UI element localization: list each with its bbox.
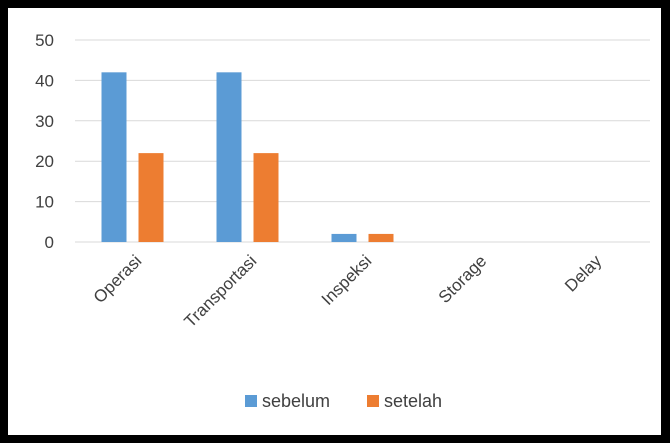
y-tick-label-0: 0 [45, 233, 54, 252]
y-tick-label-20: 20 [35, 152, 54, 171]
legend-label-setelah: setelah [384, 391, 442, 411]
legend-swatch-sebelum [245, 395, 257, 407]
x-category-label-inspeksi: Inspeksi [318, 251, 376, 309]
y-tick-label-30: 30 [35, 112, 54, 131]
x-axis-categories: Operasi Transportasi Inspeksi Storage Delay [90, 251, 606, 331]
bar-sebelum-inspeksi [331, 233, 357, 242]
y-tick-label-40: 40 [35, 71, 54, 90]
bar-setelah-transportasi [253, 153, 279, 242]
x-category-label-transportasi: Transportasi [181, 251, 261, 331]
bar-sebelum-operasi [101, 72, 127, 242]
x-category-label-operasi: Operasi [90, 251, 146, 307]
bar-setelah-inspeksi [368, 233, 394, 242]
legend: sebelum setelah [245, 391, 442, 411]
bars [101, 72, 394, 242]
y-tick-label-10: 10 [35, 193, 54, 212]
legend-swatch-setelah [367, 395, 379, 407]
bar-setelah-operasi [138, 153, 164, 242]
x-category-label-storage: Storage [435, 251, 491, 307]
legend-label-sebelum: sebelum [262, 391, 330, 411]
x-category-label-delay: Delay [561, 251, 606, 296]
grid-layer [75, 39, 650, 243]
y-tick-label-50: 50 [35, 31, 54, 50]
bar-sebelum-transportasi [216, 72, 242, 242]
y-axis-ticks: 0 10 20 30 40 50 [35, 31, 54, 252]
